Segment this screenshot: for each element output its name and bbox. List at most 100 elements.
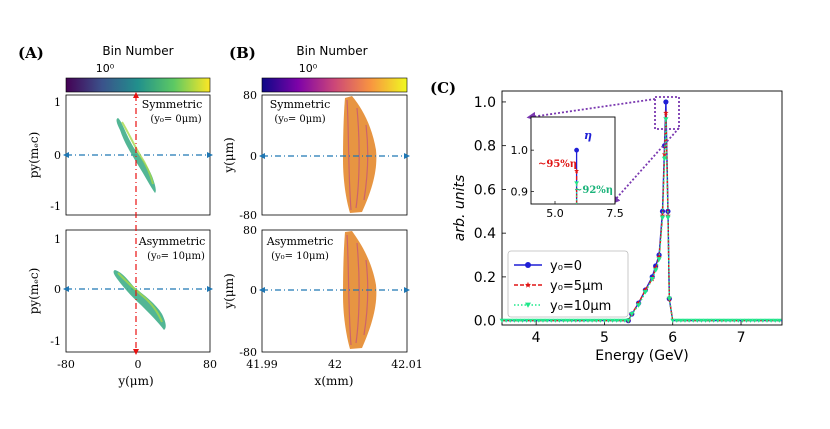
- panel-c-zoom-arrow-right: [611, 127, 680, 205]
- panel-b-label: (B): [229, 44, 256, 62]
- panel-c-inset-ticks: 5.0 7.5 0.9 1.0: [511, 144, 624, 220]
- series-marker-triangle: [503, 318, 509, 323]
- series-marker-triangle: [516, 318, 521, 323]
- panel-a: (A) Bin Number 10⁰ Symmetric (y₀= 0μm) A…: [18, 44, 217, 388]
- series-marker-triangle: [569, 318, 575, 323]
- panel-c-xtick-label: 7: [737, 330, 746, 346]
- series-marker-triangle: [532, 318, 538, 323]
- panel-b-bottom-ytick: -80: [239, 346, 257, 359]
- panel-b-bottom-ytick: 80: [243, 224, 257, 237]
- panel-b-top-ytick: -80: [239, 209, 257, 222]
- series-marker-triangle: [625, 318, 631, 323]
- panel-c-ylabel: arb. units: [452, 175, 468, 242]
- series-marker-triangle: [699, 318, 704, 323]
- panel-a-top-ytick: 1: [54, 96, 61, 109]
- inset-ytick-label: 0.9: [511, 186, 529, 199]
- series-marker-triangle: [629, 312, 635, 317]
- panel-b-colorbar: [261, 77, 408, 93]
- panel-b-xtick: 42: [328, 358, 342, 371]
- series-marker-triangle: [552, 318, 558, 323]
- panel-a-bottom-ylabel: py(mₑc): [27, 268, 41, 315]
- panel-a-top-ylabel: py(mₑc): [27, 132, 41, 179]
- panel-a-top-scatter-core: [121, 121, 154, 185]
- panel-a-colorbar-title: Bin Number: [102, 44, 173, 58]
- panel-a-xtick: -80: [57, 358, 75, 371]
- series-marker-triangle: [715, 318, 721, 323]
- panel-c: (C) 4 5 6 7 0.0 0.2 0.4 0.6 0.8 1.0 Energy (GeV)…: [430, 79, 783, 364]
- panel-b-xtick: 41.99: [246, 358, 278, 371]
- series-marker-triangle: [593, 318, 599, 323]
- panel-b-xlabel: x(mm): [315, 374, 354, 388]
- panel-a-top-annotation: Symmetric: [142, 98, 202, 111]
- series-marker-triangle: [752, 318, 758, 323]
- series-marker-triangle: [674, 318, 680, 323]
- series-line-2: [502, 119, 782, 322]
- panel-c-label: (C): [430, 79, 456, 97]
- series-marker-triangle: [614, 318, 620, 323]
- series-marker-triangle: [703, 318, 708, 323]
- series-marker-triangle: [525, 302, 531, 308]
- inset-ytick-label: 1.0: [511, 144, 529, 157]
- panel-b-top-axes: [261, 94, 408, 216]
- series-marker-triangle: [602, 318, 607, 323]
- panel-c-inset: 5.0 7.5 0.9 1.0 η ~95%η ~92%η: [511, 116, 624, 220]
- series-marker-triangle: [723, 318, 729, 323]
- series-marker-triangle: [606, 318, 611, 323]
- panel-a-bottom-scatter-core: [117, 272, 163, 323]
- panel-a-colorbar: [65, 77, 211, 93]
- panel-a-bottom-scatter: [113, 270, 166, 330]
- series-marker-triangle: [528, 318, 534, 323]
- panel-c-yticks: 0.0 0.2 0.4 0.6 0.8 1.0: [474, 95, 506, 330]
- series-marker-triangle: [565, 318, 570, 323]
- series-marker-triangle: [548, 318, 554, 323]
- series-marker-triangle: [656, 257, 662, 262]
- series-marker-triangle: [507, 318, 513, 323]
- series-marker-triangle: [731, 318, 737, 323]
- series-marker-triangle: [768, 318, 774, 323]
- series-marker-triangle: [707, 318, 712, 323]
- legend-label-1: y₀=5μm: [550, 279, 603, 294]
- series-marker-star: [574, 168, 580, 173]
- series-marker-triangle: [499, 318, 505, 323]
- series-marker-triangle: [589, 318, 595, 323]
- panel-b-top-annotation-sub: (y₀= 0μm): [274, 114, 325, 125]
- legend-label-0: y₀=0: [550, 259, 582, 274]
- series-marker-triangle: [520, 318, 525, 323]
- series-marker-triangle: [649, 277, 655, 282]
- series-marker-triangle: [670, 318, 676, 323]
- panel-a-bottom-annotation: Asymmetric: [138, 235, 206, 248]
- series-marker-triangle: [694, 318, 700, 323]
- series-marker-triangle: [511, 318, 517, 323]
- panel-a-xlabel: y(μm): [117, 374, 153, 388]
- series-marker-star: [661, 151, 668, 157]
- panel-b-top-scatter-texture: [346, 99, 369, 211]
- panel-c-inset-axes: [530, 116, 616, 205]
- panel-b-bottom-ytick: 0: [250, 284, 257, 297]
- panel-b-top-ytick: 0: [250, 150, 257, 163]
- panel-c-ytick-label: 0.6: [474, 182, 496, 198]
- panel-b-top-annotation: Symmetric: [270, 98, 330, 111]
- series-marker-triangle: [690, 318, 696, 323]
- panel-c-xtick-label: 6: [668, 330, 677, 346]
- series-marker-triangle: [666, 296, 672, 302]
- panel-c-xtick-label: 4: [532, 330, 541, 346]
- panel-c-ytick-label: 1.0: [474, 95, 496, 111]
- panel-b-xtick: 42.01: [391, 358, 423, 371]
- panel-c-ytick-label: 0.2: [474, 270, 496, 286]
- panel-a-top-ytick: 0: [54, 149, 61, 162]
- inset-xtick-label: 7.5: [606, 207, 624, 220]
- panel-c-series: [499, 99, 782, 324]
- panel-a-bottom-annotation-sub: (y₀= 10μm): [147, 251, 205, 262]
- series-marker-circle: [663, 99, 669, 105]
- panel-c-axes: [501, 90, 783, 326]
- series-marker-triangle: [776, 318, 782, 323]
- panel-b-top-ylabel: y(μm): [222, 137, 236, 173]
- panel-b-colorbar-tick: 10⁰: [299, 62, 318, 75]
- series-marker-triangle: [585, 318, 591, 323]
- panel-b-bottom-axes: [261, 229, 408, 353]
- panel-c-xtick-label: 5: [600, 330, 609, 346]
- panel-c-inset-annotation-92: ~92%η: [574, 185, 613, 196]
- series-marker-triangle: [636, 303, 642, 308]
- panel-b-bottom-annotation: Asymmetric: [266, 235, 334, 248]
